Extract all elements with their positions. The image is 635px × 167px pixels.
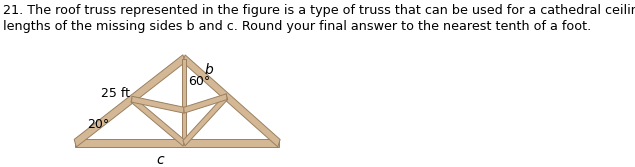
- Text: 60°: 60°: [189, 75, 211, 88]
- Polygon shape: [183, 94, 228, 146]
- Polygon shape: [74, 55, 185, 147]
- Text: 20°: 20°: [88, 118, 110, 131]
- Text: lengths of the missing sides b and c. Round your final answer to the nearest ten: lengths of the missing sides b and c. Ro…: [3, 21, 592, 33]
- Polygon shape: [184, 94, 227, 113]
- Polygon shape: [131, 96, 184, 113]
- Text: 25 ft: 25 ft: [102, 87, 130, 100]
- Polygon shape: [183, 55, 280, 147]
- Polygon shape: [182, 59, 186, 143]
- Polygon shape: [75, 139, 279, 147]
- Text: c: c: [157, 152, 164, 166]
- Polygon shape: [131, 96, 185, 146]
- Text: 21. The roof truss represented in the figure is a type of truss that can be used: 21. The roof truss represented in the fi…: [3, 4, 635, 17]
- Text: b: b: [205, 63, 214, 77]
